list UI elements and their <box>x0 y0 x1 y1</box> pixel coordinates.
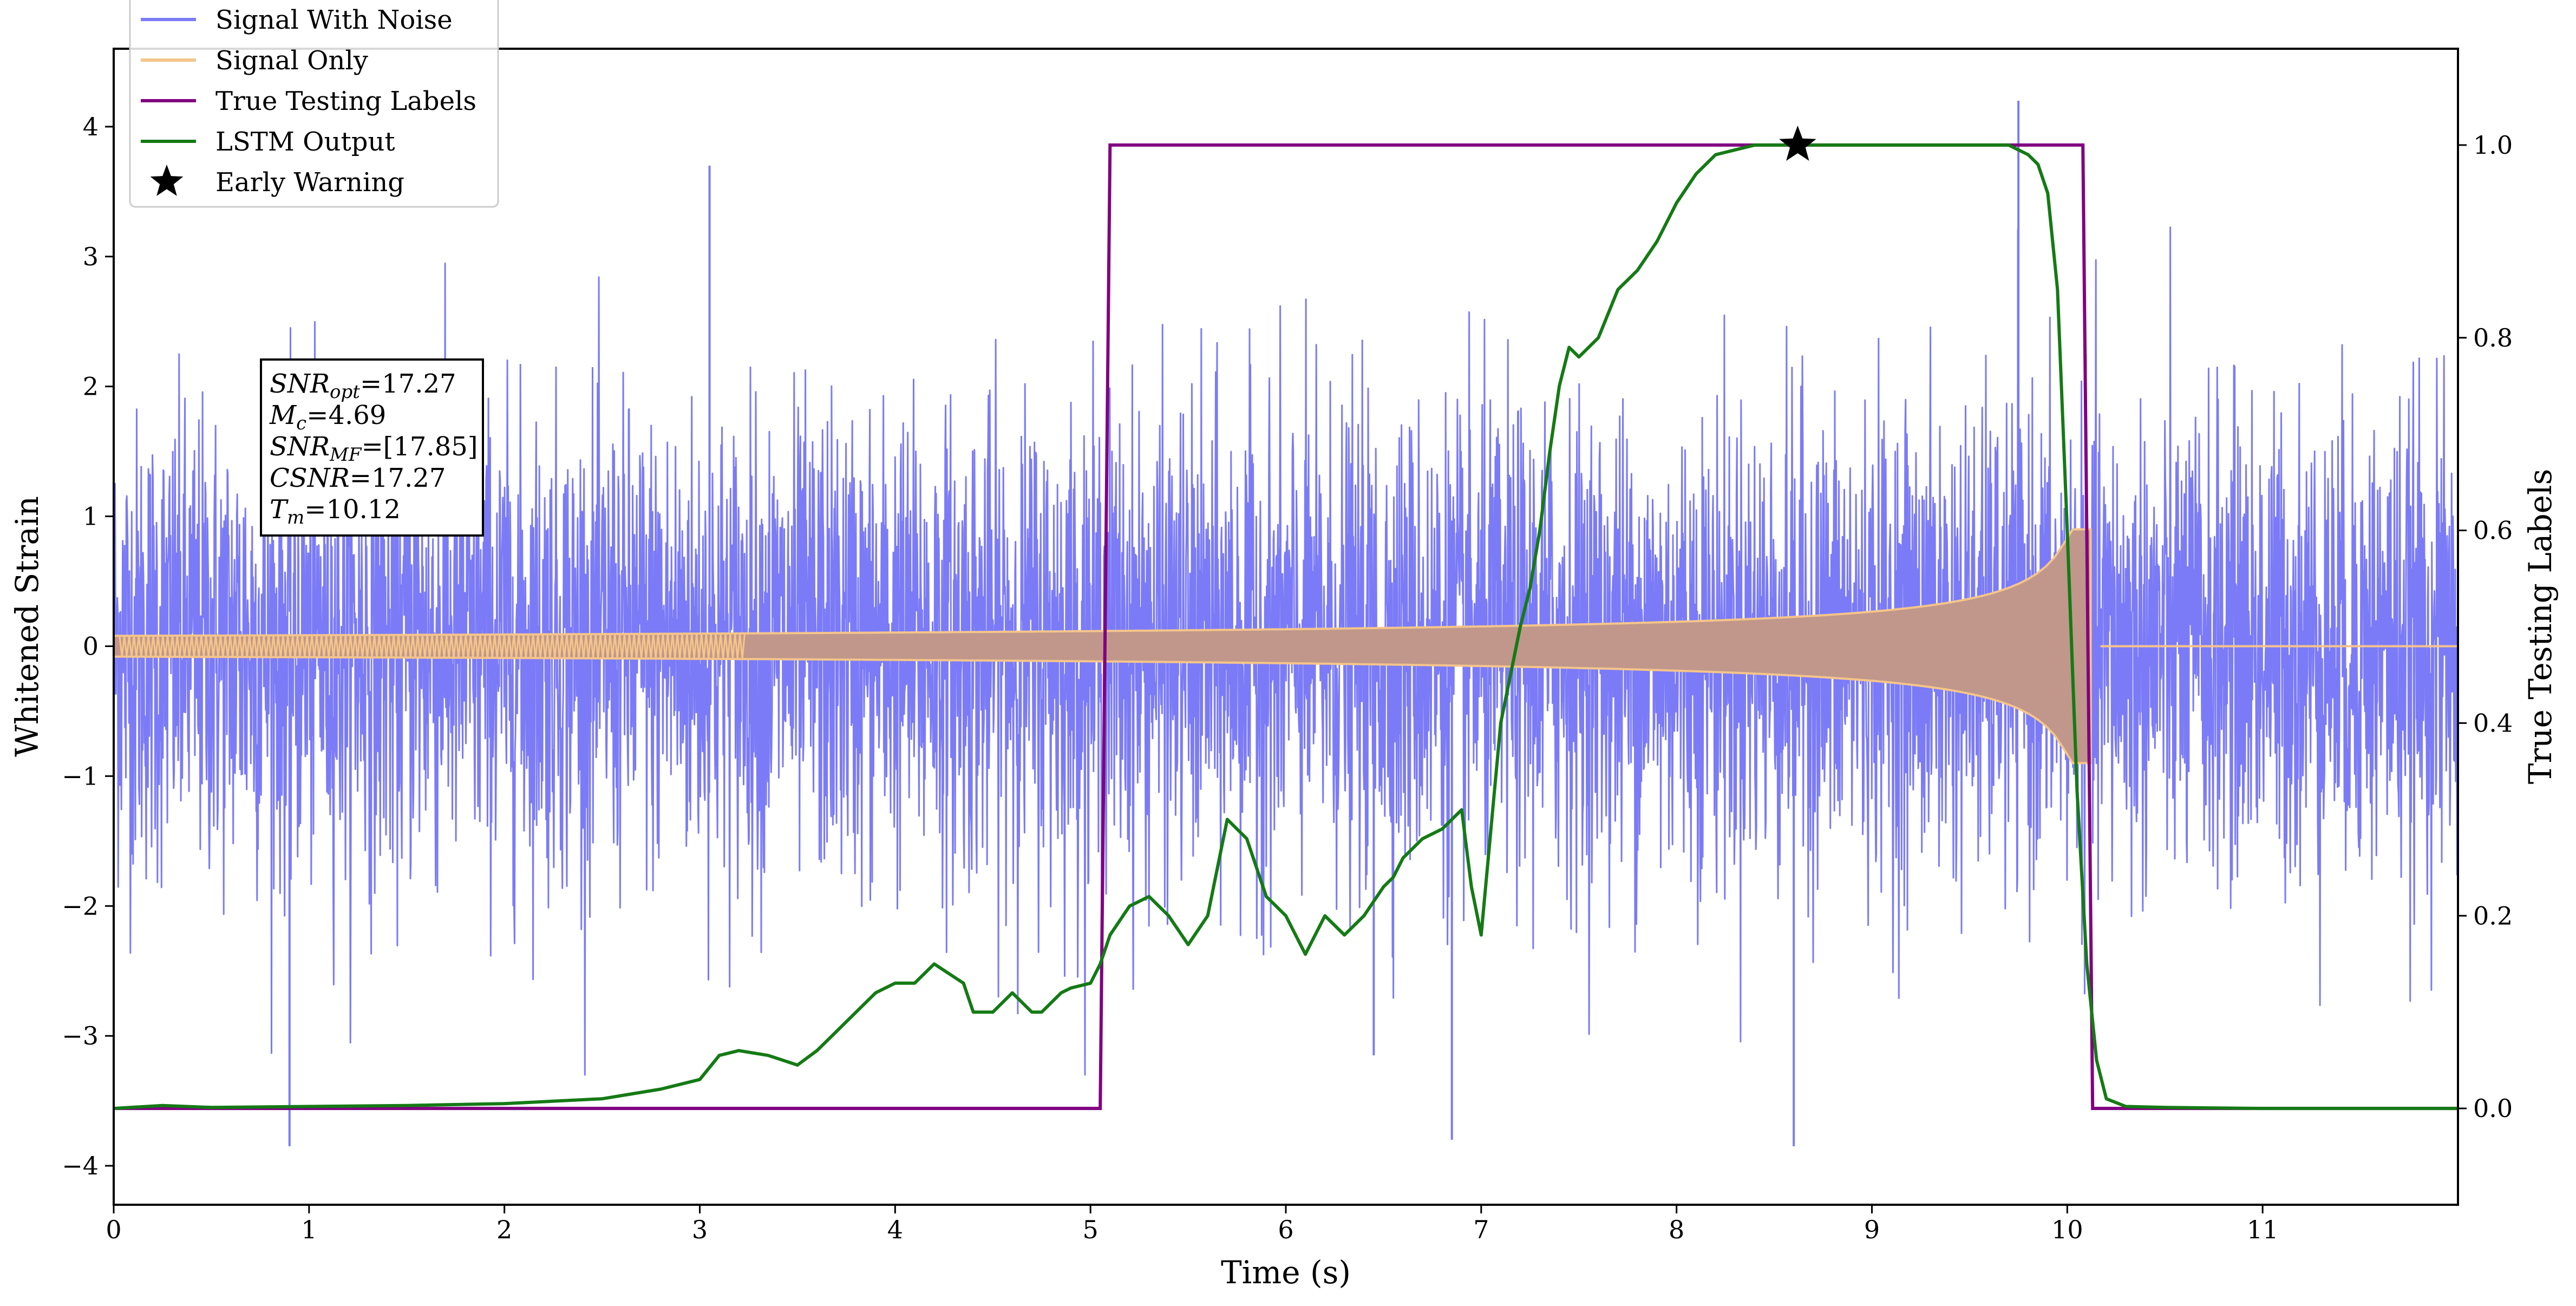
legend-label-2: True Testing Labels <box>215 86 476 116</box>
legend-label-1: Signal Only <box>215 45 368 76</box>
y2-tick-label-0: 0.0 <box>2473 1094 2513 1123</box>
legend-frame <box>129 0 499 208</box>
y-tick-label--4: −4 <box>62 1151 99 1180</box>
x-tick-label-8: 8 <box>1669 1215 1684 1244</box>
stats-line-0: SNRopt=17.27 <box>270 369 456 403</box>
y-tick-label--3: −3 <box>62 1021 99 1050</box>
y-tick-label-2: 2 <box>83 372 99 401</box>
x-tick-label-6: 6 <box>1278 1215 1293 1244</box>
x-tick-label-7: 7 <box>1473 1215 1489 1244</box>
x-tick-label-5: 5 <box>1083 1215 1099 1244</box>
axes: 0 1 2 3 4 5 6 7 8 9 10 11 −4 −3 −2 −1 0 1 2 3 4 0.0 0.2 0.4 0.6 0… <box>62 112 2513 1244</box>
stats-box-frame <box>260 358 484 537</box>
early-warning-marker <box>1779 125 1816 161</box>
y2-axis-title: True Testing Labels <box>2522 469 2559 784</box>
legend-marker-early-warning <box>150 165 184 196</box>
stats-line-4: Tm=10.12 <box>270 494 401 528</box>
y2-tick-label-0.2: 0.2 <box>2473 901 2513 930</box>
stats-line-2: SNRMF=[17.85] <box>270 432 478 466</box>
y-tick-label-0: 0 <box>83 631 99 661</box>
stats-line-3: CSNR=17.27 <box>270 463 446 493</box>
lstm-output-line <box>114 143 2458 1111</box>
stats-line-1: Mc=4.69 <box>269 400 386 434</box>
legend-label-3: LSTM Output <box>215 127 395 157</box>
y2-tick-label-1: 1.0 <box>2473 130 2513 160</box>
x-tick-label-11: 11 <box>2247 1215 2279 1244</box>
x-tick-label-3: 3 <box>692 1215 708 1244</box>
x-axis-title: Time (s) <box>1221 1254 1351 1291</box>
y-axis-title: Whitened Strain <box>9 496 45 757</box>
x-tick-label-1: 1 <box>301 1215 317 1244</box>
legend: Signal With Noise Signal Only True Testing… <box>129 0 499 208</box>
y2-tick-label-0.4: 0.4 <box>2473 708 2513 737</box>
x-tick-label-10: 10 <box>2051 1215 2083 1244</box>
y-tick-label-1: 1 <box>83 502 99 531</box>
legend-label-4: Early Warning <box>215 167 404 198</box>
x-tick-label-2: 2 <box>496 1215 512 1244</box>
signal-only-line <box>119 633 746 659</box>
x-tick-label-9: 9 <box>1864 1215 1880 1244</box>
y2-tick-label-0.8: 0.8 <box>2473 323 2513 352</box>
y-tick-label--1: −1 <box>62 761 99 791</box>
y-tick-label-3: 3 <box>83 242 99 271</box>
x-tick-label-4: 4 <box>887 1215 903 1244</box>
stats-box: SNRopt=17.27Mc=4.69SNRMF=[17.85]CSNR=17.… <box>260 358 484 537</box>
y-tick-label--2: −2 <box>62 891 99 920</box>
y2-tick-label-0.6: 0.6 <box>2473 516 2513 545</box>
legend-label-0: Signal With Noise <box>215 5 453 35</box>
y-tick-label-4: 4 <box>83 112 99 141</box>
plot-area <box>114 100 2458 1147</box>
x-tick-label-0: 0 <box>106 1215 121 1244</box>
